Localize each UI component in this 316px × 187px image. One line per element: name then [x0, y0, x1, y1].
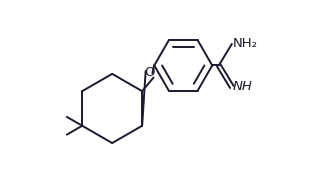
Text: NH: NH [233, 80, 253, 94]
Text: NH₂: NH₂ [233, 37, 258, 50]
Text: O: O [144, 66, 154, 79]
